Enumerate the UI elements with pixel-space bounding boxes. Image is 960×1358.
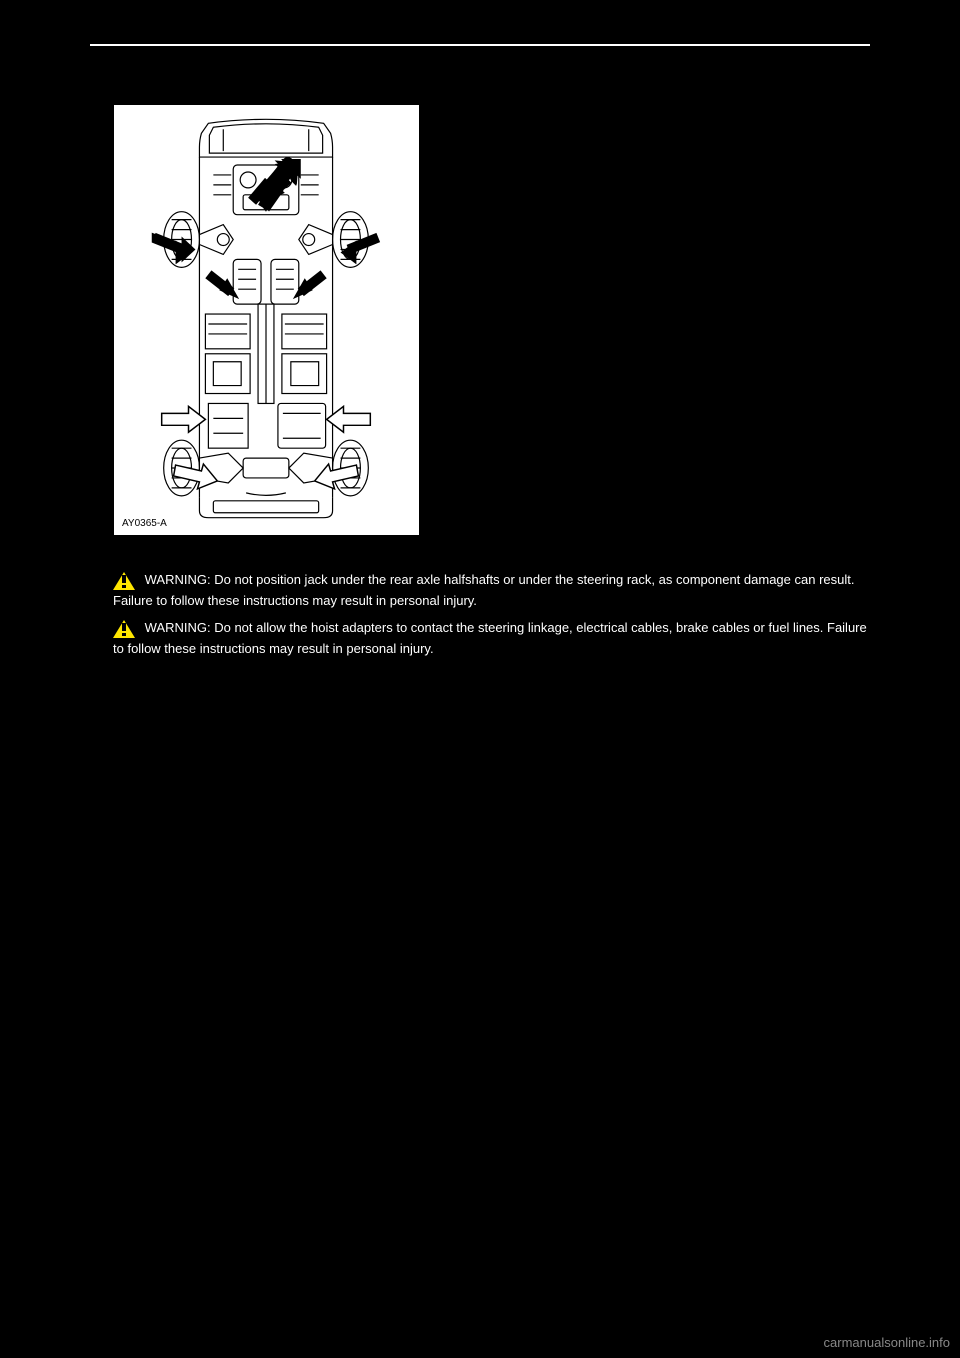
warning-triangle-icon <box>113 571 135 591</box>
warning-block-1: WARNING: Do not position jack under the … <box>113 570 873 612</box>
diagram-reference-label: AY0365-A <box>122 518 167 529</box>
warning-triangle-icon <box>113 619 135 639</box>
header-divider <box>90 44 870 46</box>
warning-text-1: Do not position jack under the rear axle… <box>113 572 854 608</box>
warning-block-2: WARNING: Do not allow the hoist adapters… <box>113 618 873 660</box>
car-underside-svg <box>114 105 419 535</box>
vehicle-underside-diagram: AY0365-A <box>113 104 420 536</box>
watermark-text: carmanualsonline.info <box>824 1335 950 1350</box>
warning-label-2: WARNING: <box>145 620 211 635</box>
warning-text-2: Do not allow the hoist adapters to conta… <box>113 620 867 656</box>
warning-label-1: WARNING: <box>145 572 211 587</box>
